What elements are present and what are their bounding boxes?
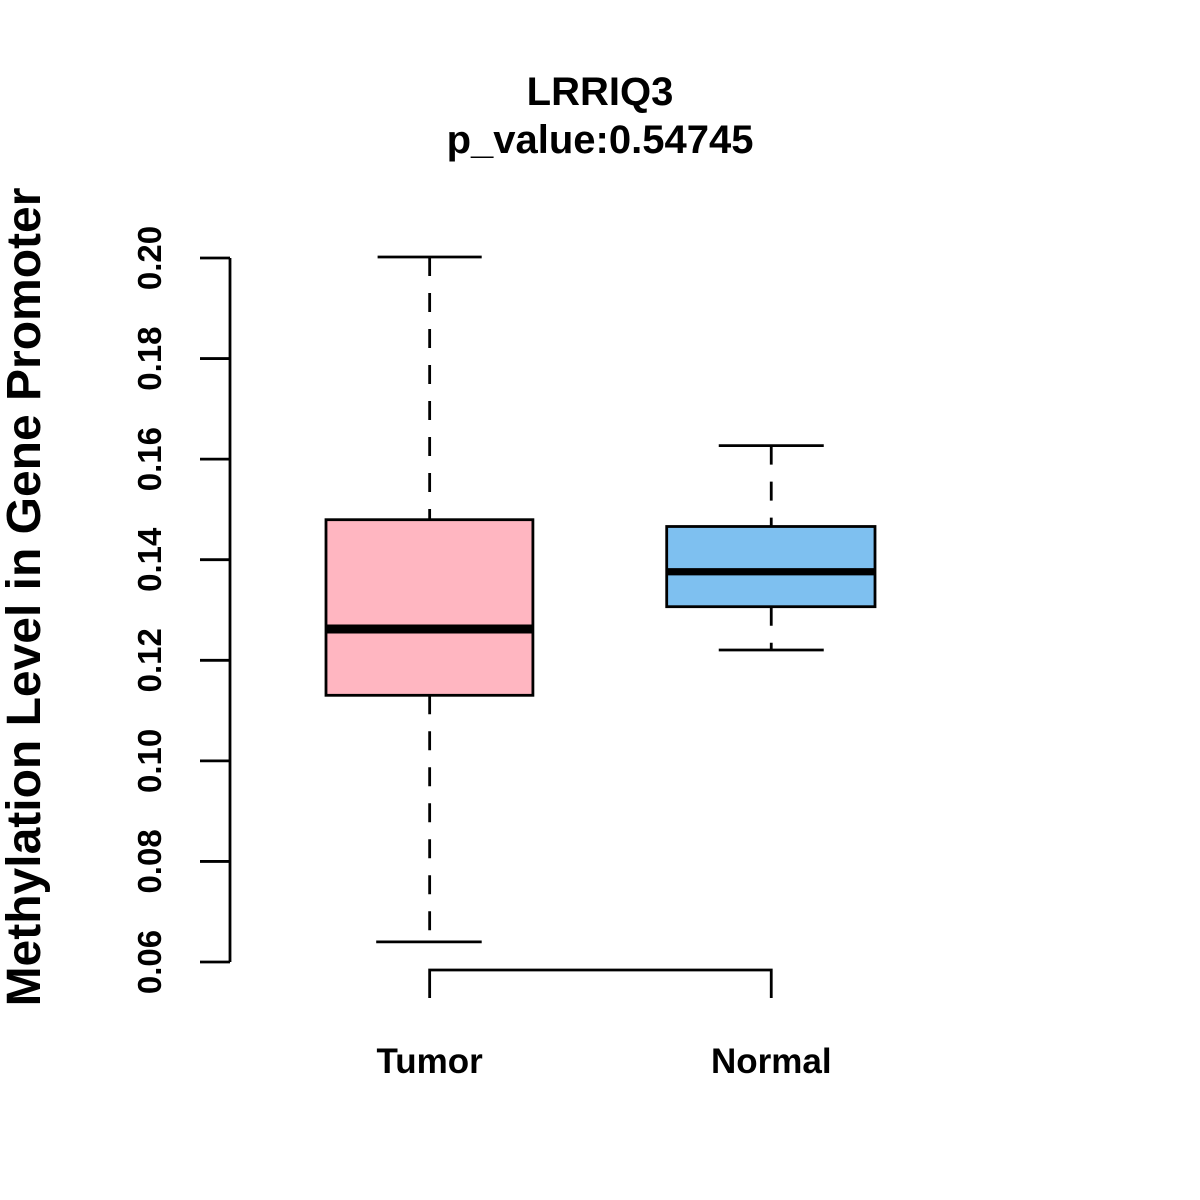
svg-text:Methylation Level in Gene Prom: Methylation Level in Gene Promoter [0,188,51,1007]
svg-text:0.06: 0.06 [131,930,168,994]
svg-text:0.18: 0.18 [131,326,168,390]
svg-text:LRRIQ3: LRRIQ3 [527,70,674,114]
svg-text:0.08: 0.08 [131,829,168,893]
svg-text:0.12: 0.12 [131,628,168,692]
svg-text:0.10: 0.10 [131,729,168,793]
svg-text:0.20: 0.20 [131,226,168,290]
svg-text:Tumor: Tumor [377,1042,484,1081]
svg-text:p_value:0.54745: p_value:0.54745 [447,118,754,162]
svg-text:Normal: Normal [711,1042,832,1081]
svg-text:0.14: 0.14 [131,527,168,592]
svg-text:0.16: 0.16 [131,427,168,491]
